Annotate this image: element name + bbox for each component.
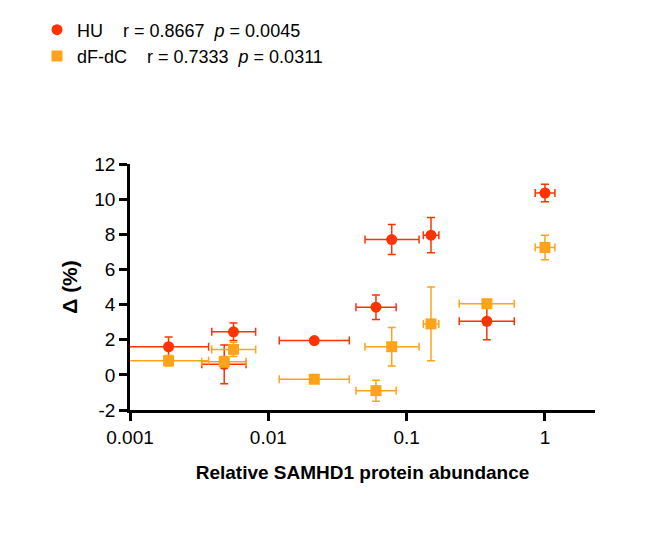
svg-text:-2: -2 [99,400,116,421]
svg-text:12: 12 [94,154,115,175]
svg-text:0.001: 0.001 [106,427,154,448]
svg-text:dF-dC r = 0.7333 p = 0.031: dF-dC r = 0.7333 p = 0.0311 [77,47,323,67]
svg-text:6: 6 [105,259,116,280]
svg-text:Δ (%): Δ (%) [58,260,81,314]
svg-text:1: 1 [540,427,551,448]
svg-text:2: 2 [105,329,116,350]
svg-text:0: 0 [105,365,116,386]
svg-text:0.01: 0.01 [250,427,287,448]
svg-text:Relative SAMHD1 protein abunda: Relative SAMHD1 protein abundance [196,462,530,483]
svg-text:8: 8 [105,224,116,245]
svg-text:HU r = 0.8667 p = 0.0045: HU r = 0.8667 p = 0.0045 [77,21,300,41]
svg-text:4: 4 [105,294,116,315]
svg-text:10: 10 [94,189,115,210]
svg-text:0.1: 0.1 [393,427,419,448]
